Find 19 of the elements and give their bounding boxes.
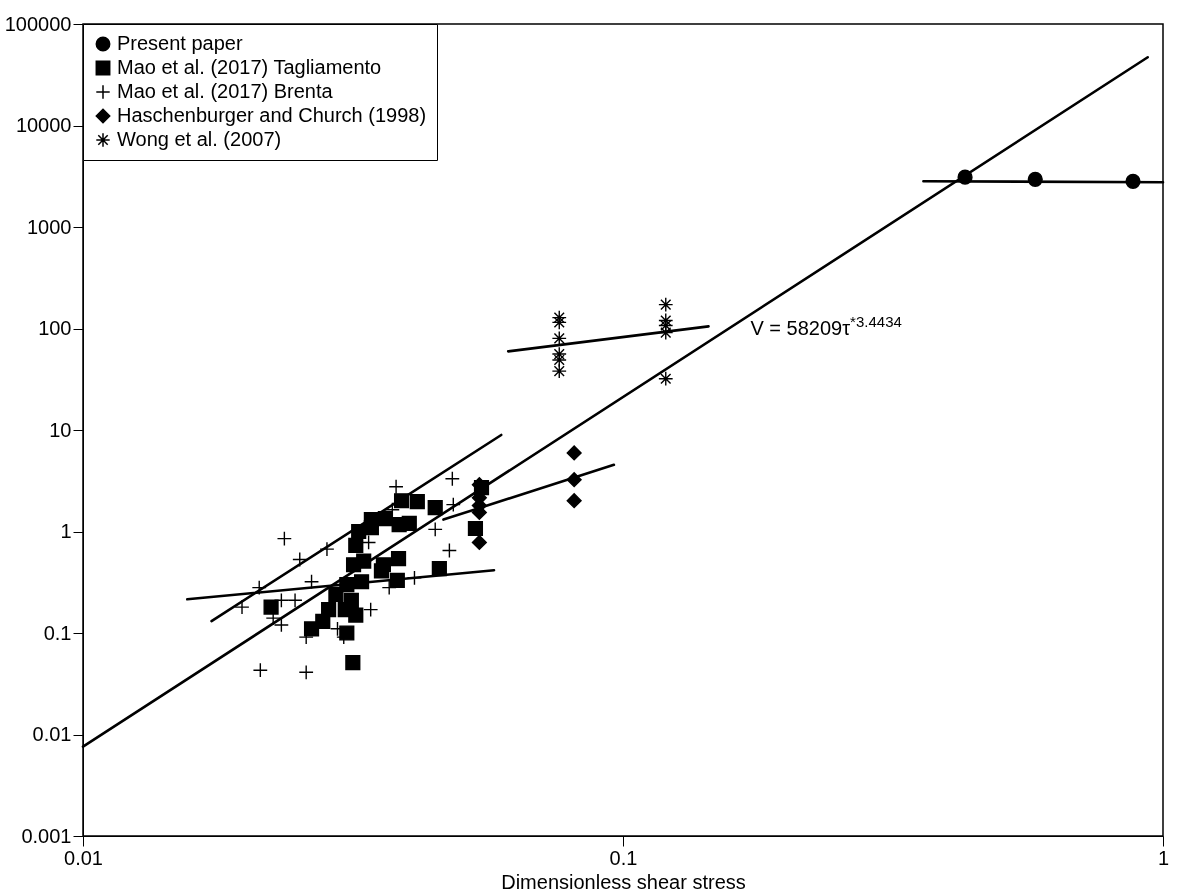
x-axis-title: Dimensionless shear stress [501, 870, 746, 893]
x-tick-label: 0.01 [64, 846, 103, 869]
y-tick-label: 0.01 [32, 723, 72, 745]
x-tick-label: 0.1 [609, 846, 638, 869]
y-tick-label: 0.001 [21, 824, 72, 847]
y-tick-label: 100 [38, 317, 72, 339]
y-tick-label: 1 [60, 520, 72, 542]
annotation: V = 58209τ$^{*3.4434}$ [750, 312, 902, 340]
legend-label: Mao et al. (2017) Brenta [117, 80, 334, 102]
y-tick-label: 10 [49, 418, 72, 441]
y-tick-label: 100000 [4, 12, 72, 35]
y-tick-label: 1000 [27, 215, 72, 238]
y-tick-label: 0.1 [43, 621, 72, 644]
legend-label: Present paper [117, 32, 243, 54]
legend-label: Haschenburger and Church (1998) [117, 104, 427, 126]
y-tick-label: 10000 [15, 114, 72, 136]
legend-label: Mao et al. (2017) Tagliamento [117, 56, 382, 78]
legend-label: Wong et al. (2007) [117, 128, 282, 150]
x-tick-label: 1 [1157, 846, 1170, 869]
